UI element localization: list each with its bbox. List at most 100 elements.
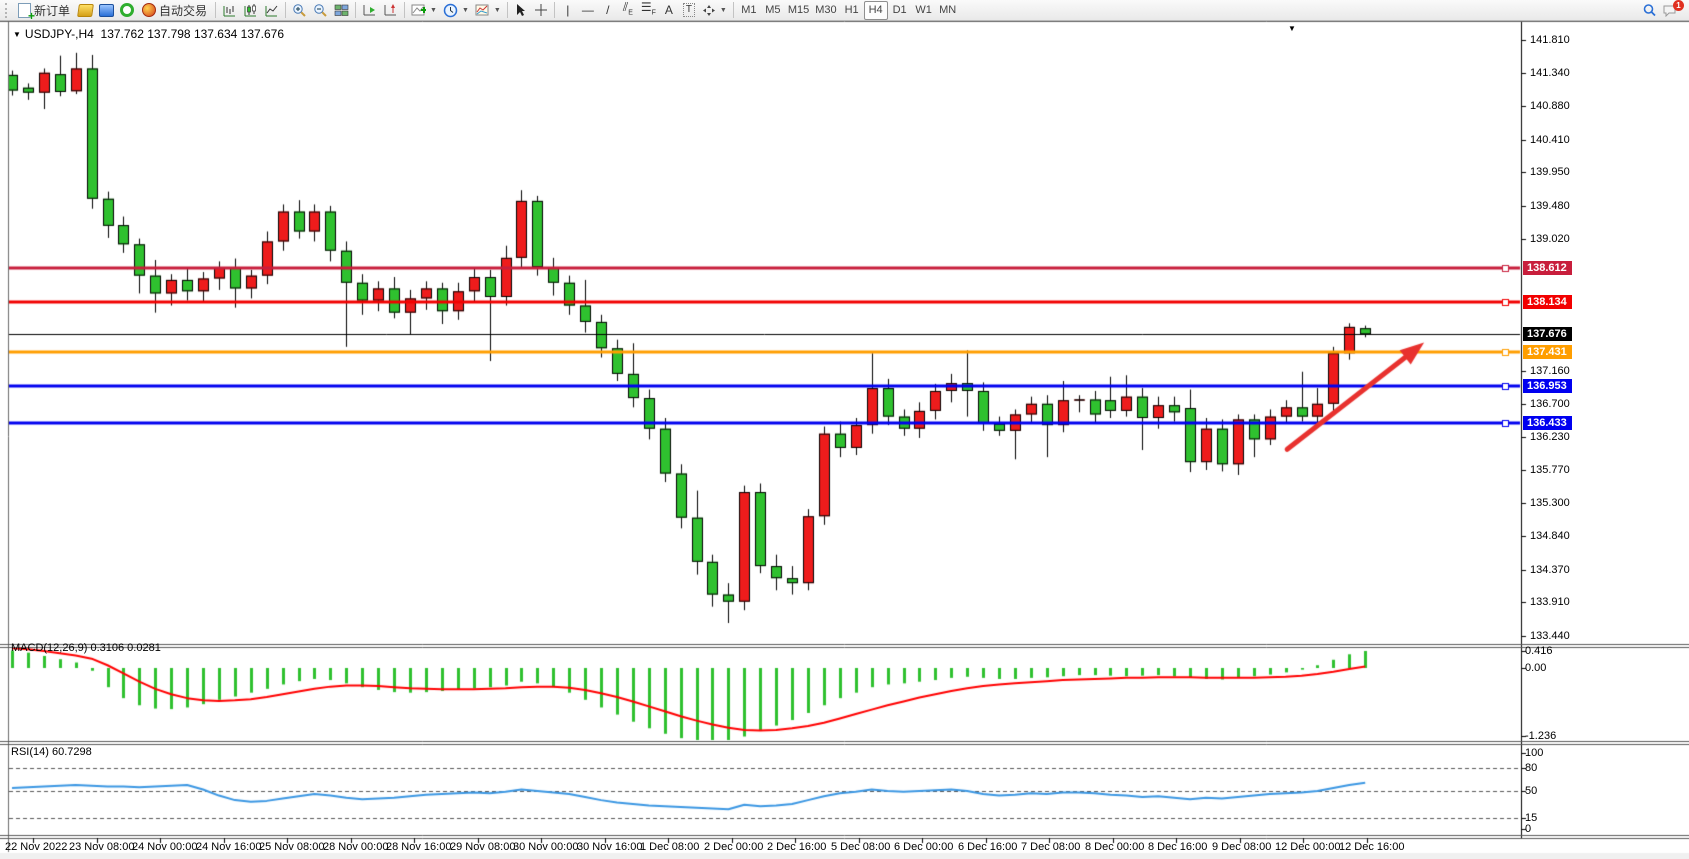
chevron-down-icon: ▼ [430,6,437,14]
vertical-line-button[interactable]: | [558,1,578,20]
horizontal-line-icon: — [581,3,594,17]
date-axis-label: 12 Dec 16:00 [1339,841,1405,853]
crosshair-button[interactable] [531,1,551,20]
zoom-in-button[interactable] [289,1,310,20]
tile-windows-icon [334,4,349,16]
toolbar-separator [553,2,555,18]
horizontal-line-button[interactable]: — [578,1,598,20]
chart-shift-button[interactable] [380,1,401,20]
fibonacci-button[interactable]: ☰F [638,1,659,20]
auto-trading-button[interactable]: 自动交易 [137,1,212,20]
date-axis-label: 7 Dec 08:00 [1021,841,1081,853]
indicators-button[interactable]: ▼ [408,1,440,20]
rsi-axis-label: 50 [1525,785,1538,797]
price-tag-137.676: 137.676 [1523,327,1572,341]
templates-button[interactable]: ▼ [472,1,504,20]
price-axis-label: 141.810 [1530,34,1570,46]
date-axis-label: 6 Dec 16:00 [958,841,1018,853]
date-axis-label: 23 Nov 08:00 [69,841,135,853]
equidistant-channel-button[interactable]: ⫽E [618,1,638,20]
indicators-icon [411,4,427,16]
tab-timeframe-h4[interactable]: H4 [863,0,888,20]
bar-chart-icon [223,6,236,17]
price-axis-label: 139.020 [1530,233,1570,245]
date-axis-label: 1 Dec 08:00 [640,841,700,853]
zoom-out-button[interactable] [310,1,331,20]
chevron-down-icon: ▼ [493,6,501,14]
text-label-icon: T [682,3,695,17]
tab-timeframe-mn[interactable]: MN [939,4,957,16]
notifications-button[interactable]: 1 [1660,0,1684,20]
arrows-button[interactable]: ▼ [699,1,730,20]
price-axis-label: 139.480 [1530,200,1570,212]
notification-badge: 1 [1673,0,1684,11]
bar-chart-button[interactable] [219,1,240,20]
toolbar-grip[interactable] [5,2,10,18]
main-toolbar: 新订单 自动交易 [0,0,1689,23]
tab-timeframe-h1[interactable]: H1 [844,4,859,16]
auto-scroll-button[interactable] [359,1,380,20]
price-tag-136.953: 136.953 [1523,379,1572,393]
vertical-line-icon: | [566,3,570,17]
tile-windows-button[interactable] [331,1,352,20]
charts-profile-button[interactable] [75,1,96,20]
rsi-indicator-label: RSI(14) 60.7298 [11,746,92,758]
date-axis-label: 12 Dec 00:00 [1275,841,1341,853]
search-button[interactable] [1639,1,1660,20]
chart-symbol-period: USDJPY-,H4 [24,27,94,41]
price-tag-138.134: 138.134 [1523,295,1572,309]
date-axis-label: 8 Dec 16:00 [1148,841,1208,853]
chevron-down-icon: ▼ [461,6,469,14]
date-axis-label: 30 Nov 16:00 [577,841,643,853]
rsi-axis-label: 80 [1525,762,1538,774]
date-axis-label: 29 Nov 08:00 [450,841,516,853]
price-tag-138.612: 138.612 [1523,261,1572,275]
crosshair-icon [534,4,547,16]
price-axis-label: 134.370 [1530,564,1570,576]
toolbar-separator [285,2,287,18]
chart-window[interactable]: ▼ USDJPY-,H4 137.762 137.798 137.634 137.… [0,21,1689,859]
date-axis-label: 5 Dec 08:00 [831,841,891,853]
search-icon [1643,3,1656,16]
signals-button[interactable] [117,1,137,20]
date-axis-label: 24 Nov 00:00 [132,841,198,853]
price-axis-label: 133.440 [1530,630,1570,642]
text-label-button[interactable]: T [679,1,699,20]
date-axis-label: 24 Nov 16:00 [196,841,262,853]
price-axis-label: 134.840 [1530,530,1570,542]
candlestick-chart-button[interactable] [240,1,261,20]
price-axis-label: 133.910 [1530,596,1570,608]
tab-timeframe-m15[interactable]: M15 [787,4,810,16]
tab-timeframe-d1[interactable]: D1 [892,4,907,16]
price-axis-label: 141.340 [1530,67,1570,79]
periods-button[interactable]: ▼ [440,1,472,20]
tab-timeframe-m5[interactable]: M5 [765,4,781,16]
blue-cube-icon [99,3,115,17]
rsi-axis-label: 100 [1525,747,1544,759]
new-order-button[interactable]: 新订单 [13,1,75,23]
chart-symbol-dropdown-icon[interactable]: ▼ [13,30,21,39]
cursor-icon [517,4,526,16]
toolbar-separator [506,2,508,18]
tab-timeframe-m1[interactable]: M1 [741,4,757,16]
text-button[interactable]: A [659,1,679,20]
auto-scroll-icon [363,5,376,16]
auto-trading-label: 自动交易 [159,3,208,18]
tab-timeframe-w1[interactable]: W1 [915,4,932,16]
price-axis-label: 136.230 [1530,431,1570,443]
tab-timeframe-m30[interactable]: M30 [815,4,837,16]
line-chart-button[interactable] [261,1,282,20]
cursor-button[interactable] [511,1,531,20]
periods-clock-icon [443,3,458,17]
date-axis-label: 28 Nov 16:00 [386,841,452,853]
price-chart-canvas[interactable] [0,21,1689,859]
price-tag-136.433: 136.433 [1523,416,1572,430]
chart-collapse-icon[interactable]: ▼ [1288,24,1296,33]
terminal-button[interactable] [96,1,117,20]
chart-title: ▼ USDJPY-,H4 137.762 137.798 137.634 137.… [13,27,284,41]
toolbar-separator [732,2,734,18]
line-chart-icon [265,5,278,17]
trendline-button[interactable]: / [598,1,618,20]
date-axis-label: 30 Nov 00:00 [513,841,579,853]
